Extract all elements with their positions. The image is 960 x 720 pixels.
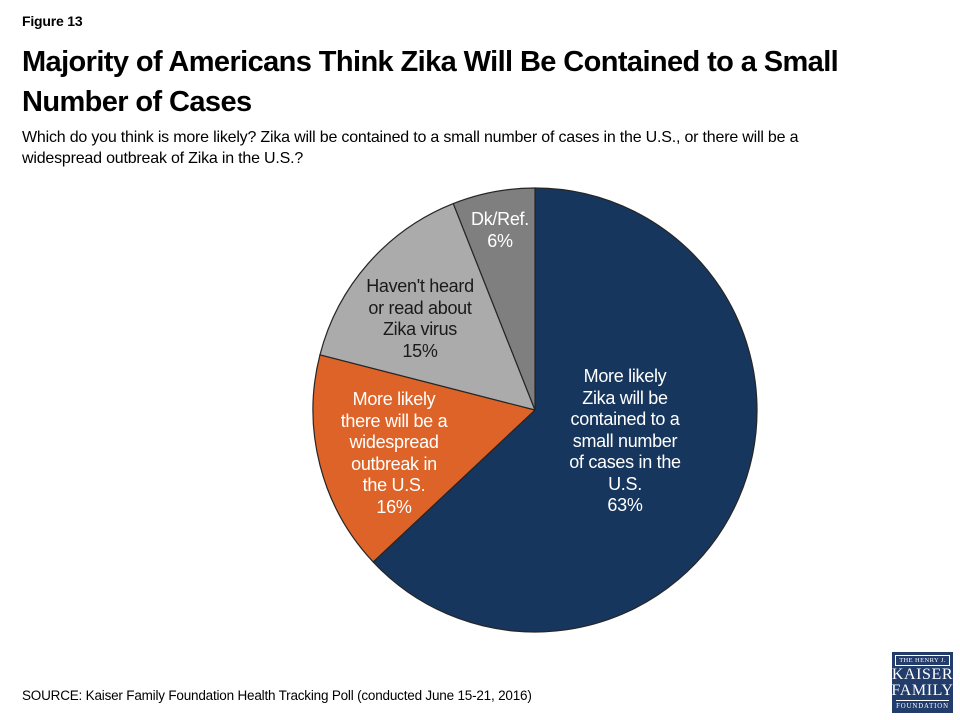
pie-slice-widespread-outbreak xyxy=(312,354,536,563)
kff-logo-family-text: FAMILY xyxy=(891,681,954,699)
pie-chart xyxy=(312,187,758,633)
pie-slice-havent-heard xyxy=(319,202,536,411)
kff-logo: THE HENRY J. KAISER FAMILY FOUNDATION xyxy=(891,652,954,713)
pie-slice-contained-small-number xyxy=(372,187,758,633)
source-note: SOURCE: Kaiser Family Foundation Health … xyxy=(22,688,532,703)
kff-logo-henry-text: THE HENRY J. xyxy=(895,655,950,666)
kff-logo-kaiser-text: KAISER xyxy=(891,666,954,683)
chart-title: Majority of Americans Think Zika Will Be… xyxy=(22,46,839,118)
pie-slice-dk-ref xyxy=(452,187,536,411)
figure-label: Figure 13 xyxy=(22,13,83,29)
survey-question-text: Which do you think is more likely? Zika … xyxy=(22,129,799,167)
kff-logo-foundation-text: FOUNDATION xyxy=(896,700,949,710)
